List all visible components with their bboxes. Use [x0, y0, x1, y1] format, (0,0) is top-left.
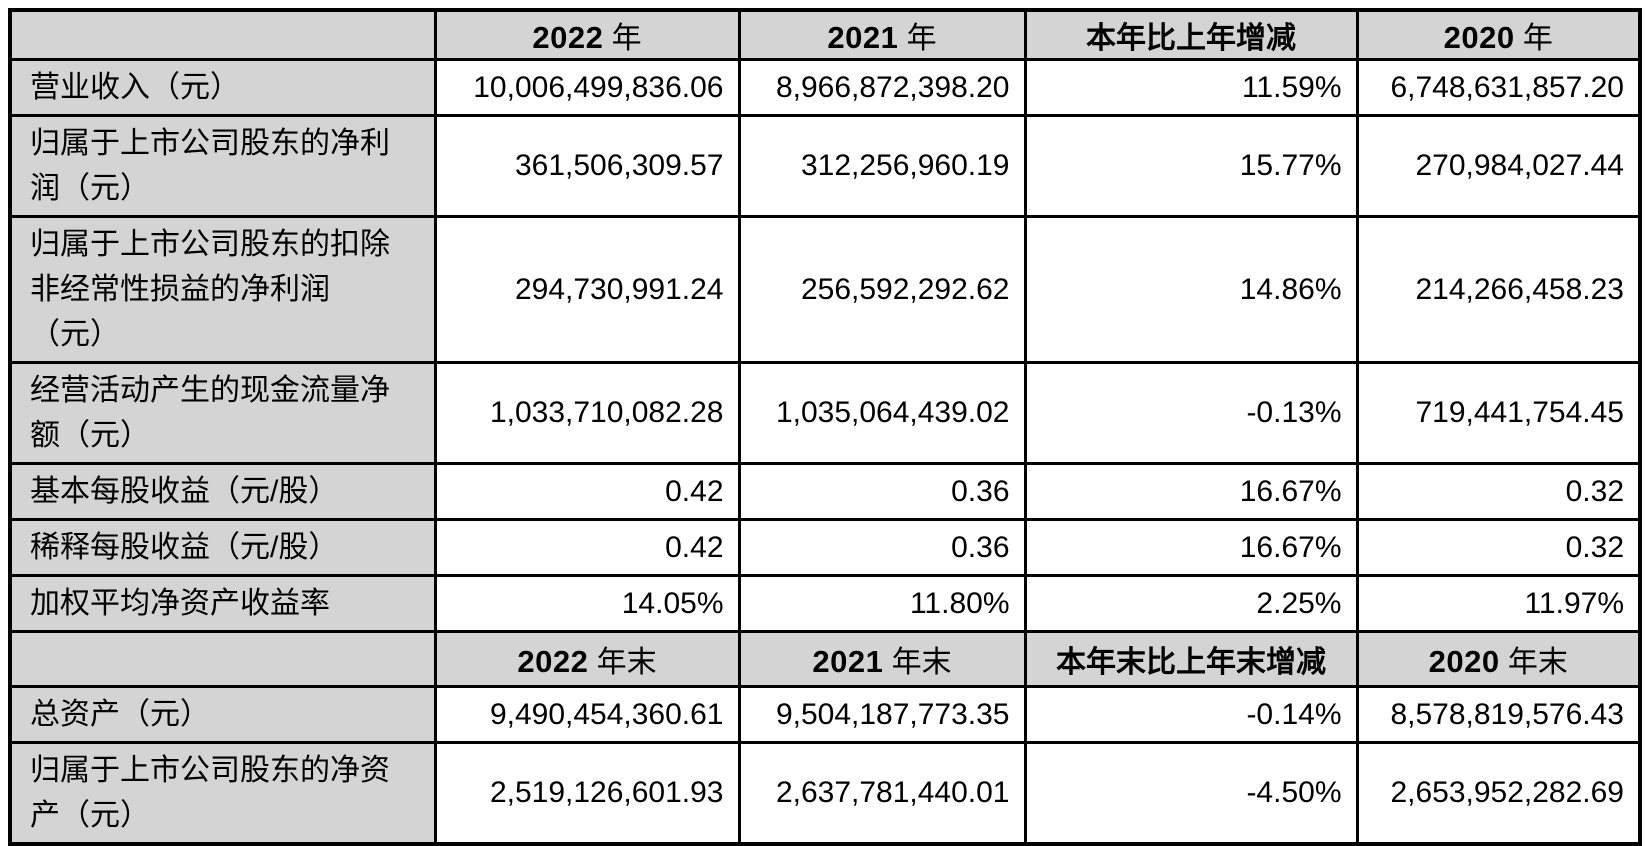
value-change: 2.25% — [1023, 574, 1359, 633]
header-2021: 2021 年 — [737, 8, 1027, 61]
table-row-total-assets: 总资产（元） 9,490,454,360.61 9,504,187,773.35… — [8, 685, 1642, 744]
value-2021: 0.36 — [737, 518, 1027, 577]
header-2022-year-end: 2022 年末 — [433, 630, 741, 688]
value-2022: 361,506,309.57 — [433, 114, 741, 218]
value-change: -0.14% — [1023, 685, 1359, 744]
value-2021: 8,966,872,398.20 — [737, 58, 1027, 117]
value-2020: 2,653,952,282.69 — [1355, 741, 1642, 846]
corner-cell — [8, 8, 437, 61]
value-2020: 214,266,458.23 — [1355, 215, 1642, 364]
row-label: 经营活动产生的现金流量净额（元） — [8, 361, 437, 465]
header-2022: 2022 年 — [433, 8, 741, 61]
value-2022: 0.42 — [433, 518, 741, 577]
value-2020: 719,441,754.45 — [1355, 361, 1642, 465]
period-header-row: 2022 年 2021 年 本年比上年增减 2020 年 — [8, 8, 1642, 61]
row-label: 归属于上市公司股东的净资产（元） — [8, 741, 437, 846]
value-2020: 0.32 — [1355, 462, 1642, 521]
header-2021-suffix: 年 — [898, 22, 937, 55]
value-2021: 2,637,781,440.01 — [737, 741, 1027, 846]
row-label: 营业收入（元） — [8, 58, 437, 117]
header-2021-number: 2021 — [827, 20, 899, 55]
value-2020: 270,984,027.44 — [1355, 114, 1642, 218]
year-end-header-row: 2022 年末 2021 年末 本年末比上年末增减 2020 年末 — [8, 630, 1642, 688]
value-change: -0.13% — [1023, 361, 1359, 465]
header-2020-number: 2020 — [1443, 20, 1515, 55]
row-label: 归属于上市公司股东的净利润（元） — [8, 114, 437, 218]
value-2022: 0.42 — [433, 462, 741, 521]
row-label: 总资产（元） — [8, 685, 437, 744]
value-change: 15.77% — [1023, 114, 1359, 218]
value-change: 16.67% — [1023, 518, 1359, 577]
table-row-operating-cash-flow: 经营活动产生的现金流量净额（元） 1,033,710,082.28 1,035,… — [8, 361, 1642, 465]
value-2021: 0.36 — [737, 462, 1027, 521]
header-2021-year-end: 2021 年末 — [737, 630, 1027, 688]
table-row-weighted-avg-roe: 加权平均净资产收益率 14.05% 11.80% 2.25% 11.97% — [8, 574, 1642, 633]
header-2022-number: 2022 — [532, 20, 604, 55]
key-financials-table: 2022 年 2021 年 本年比上年增减 2020 年 营业收入（元） 10,… — [8, 8, 1642, 846]
value-2020: 8,578,819,576.43 — [1355, 685, 1642, 744]
header-2020-year-end: 2020 年末 — [1355, 630, 1642, 688]
value-2022: 10,006,499,836.06 — [433, 58, 741, 117]
header-2020: 2020 年 — [1355, 8, 1642, 61]
value-change: 16.67% — [1023, 462, 1359, 521]
value-2021: 312,256,960.19 — [737, 114, 1027, 218]
table-row-revenue: 营业收入（元） 10,006,499,836.06 8,966,872,398.… — [8, 58, 1642, 117]
table-row-net-profit-excl-nonrecurring: 归属于上市公司股东的扣除非经常性损益的净利润（元） 294,730,991.24… — [8, 215, 1642, 364]
row-label: 基本每股收益（元/股） — [8, 462, 437, 521]
row-label: 加权平均净资产收益率 — [8, 574, 437, 633]
value-2021: 256,592,292.62 — [737, 215, 1027, 364]
header-year-end-change: 本年末比上年末增减 — [1023, 630, 1359, 688]
header-2020-suffix: 年 — [1514, 22, 1553, 55]
table-row-diluted-eps: 稀释每股收益（元/股） 0.42 0.36 16.67% 0.32 — [8, 518, 1642, 577]
value-change: 14.86% — [1023, 215, 1359, 364]
header-year-end-change-label: 本年末比上年末增减 — [1056, 646, 1326, 679]
value-2021: 1,035,064,439.02 — [737, 361, 1027, 465]
header-yoy-change: 本年比上年增减 — [1023, 8, 1359, 61]
value-2022: 1,033,710,082.28 — [433, 361, 741, 465]
corner-cell — [8, 630, 437, 688]
value-2020: 0.32 — [1355, 518, 1642, 577]
row-label: 归属于上市公司股东的扣除非经常性损益的净利润（元） — [8, 215, 437, 364]
value-2022: 2,519,126,601.93 — [433, 741, 741, 846]
value-2022: 294,730,991.24 — [433, 215, 741, 364]
table-row-net-assets: 归属于上市公司股东的净资产（元） 2,519,126,601.93 2,637,… — [8, 741, 1642, 846]
financial-summary-page: 2022 年 2021 年 本年比上年增减 2020 年 营业收入（元） 10,… — [8, 8, 1642, 846]
table-row-net-profit: 归属于上市公司股东的净利润（元） 361,506,309.57 312,256,… — [8, 114, 1642, 218]
row-label: 稀释每股收益（元/股） — [8, 518, 437, 577]
value-2021: 9,504,187,773.35 — [737, 685, 1027, 744]
header-2022-suffix: 年 — [603, 22, 642, 55]
value-2020: 11.97% — [1355, 574, 1642, 633]
value-2020: 6,748,631,857.20 — [1355, 58, 1642, 117]
value-change: 11.59% — [1023, 58, 1359, 117]
value-change: -4.50% — [1023, 741, 1359, 846]
value-2022: 9,490,454,360.61 — [433, 685, 741, 744]
header-yoy-change-label: 本年比上年增减 — [1086, 22, 1296, 55]
table-row-basic-eps: 基本每股收益（元/股） 0.42 0.36 16.67% 0.32 — [8, 462, 1642, 521]
value-2021: 11.80% — [737, 574, 1027, 633]
value-2022: 14.05% — [433, 574, 741, 633]
